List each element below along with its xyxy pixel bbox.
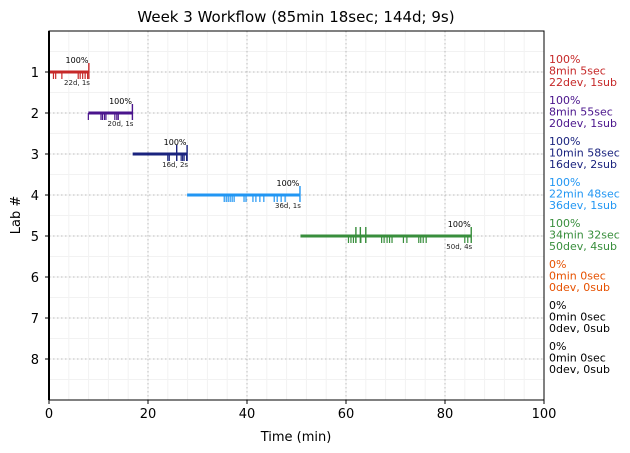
lab-7-summary-line: 0% xyxy=(549,299,566,312)
x-tick-label: 80 xyxy=(437,407,454,422)
lab-1-summary-line: 22dev, 1sub xyxy=(549,76,617,89)
lab-6-summary-line: 0% xyxy=(549,258,566,271)
lab-1-summary-line: 8min 5sec xyxy=(549,65,606,78)
lab-6-summary-line: 0min 0sec xyxy=(549,270,606,283)
y-tick-label: 4 xyxy=(31,189,39,204)
lab-5-summary-line: 34min 32sec xyxy=(549,229,620,242)
lab-2-summary-line: 8min 55sec xyxy=(549,106,613,119)
y-tick-label: 2 xyxy=(31,107,39,122)
lab-2-count-label: 20d, 1s xyxy=(108,120,134,128)
lab-6-summary-line: 0dev, 0sub xyxy=(549,281,610,294)
x-tick-label: 60 xyxy=(338,407,355,422)
lab-7-summary-line: 0min 0sec xyxy=(549,311,606,324)
lab-3-summary-line: 100% xyxy=(549,135,580,148)
y-tick-label: 8 xyxy=(31,353,39,368)
lab-4-summary-line: 36dev, 1sub xyxy=(549,199,617,212)
lab-8-summary-line: 0% xyxy=(549,340,566,353)
y-axis-label: Lab # xyxy=(9,196,24,235)
x-tick-label: 0 xyxy=(45,407,53,422)
lab-1-percent-label: 100% xyxy=(66,56,89,65)
x-tick-label: 40 xyxy=(239,407,256,422)
y-tick-label: 5 xyxy=(31,230,39,245)
lab-7-summary-line: 0dev, 0sub xyxy=(549,322,610,335)
lab-8-summary-line: 0min 0sec xyxy=(549,352,606,365)
y-tick-label: 6 xyxy=(31,271,39,286)
lab-3-summary-line: 10min 58sec xyxy=(549,147,620,160)
lab-2-summary-line: 100% xyxy=(549,94,580,107)
lab-4-percent-label: 100% xyxy=(277,179,300,188)
y-tick-label: 1 xyxy=(31,66,39,81)
lab-3-count-label: 16d, 2s xyxy=(162,161,188,169)
chart-title: Week 3 Workflow (85min 18sec; 144d; 9s) xyxy=(137,8,454,26)
y-tick-label: 7 xyxy=(31,312,39,327)
lab-2-summary-line: 20dev, 1sub xyxy=(549,117,617,130)
lab-2-percent-label: 100% xyxy=(109,97,132,106)
lab-5-percent-label: 100% xyxy=(448,220,471,229)
lab-5-summary-line: 100% xyxy=(549,217,580,230)
x-axis-label: Time (min) xyxy=(260,430,332,445)
lab-4-summary-line: 100% xyxy=(549,176,580,189)
lab-5-count-label: 50d, 4s xyxy=(446,243,472,251)
y-tick-label: 3 xyxy=(31,148,39,163)
lab-3-summary-line: 16dev, 2sub xyxy=(549,158,617,171)
lab-1-summary-line: 100% xyxy=(549,53,580,66)
lab-8-summary-line: 0dev, 0sub xyxy=(549,363,610,376)
lab-1-count-label: 22d, 1s xyxy=(64,79,90,87)
lab-5-summary-line: 50dev, 4sub xyxy=(549,240,617,253)
lab-3-percent-label: 100% xyxy=(164,138,187,147)
x-tick-label: 20 xyxy=(140,407,157,422)
x-tick-label: 100 xyxy=(532,407,557,422)
lab-4-summary-line: 22min 48sec xyxy=(549,188,620,201)
lab-4-count-label: 36d, 1s xyxy=(275,202,301,210)
